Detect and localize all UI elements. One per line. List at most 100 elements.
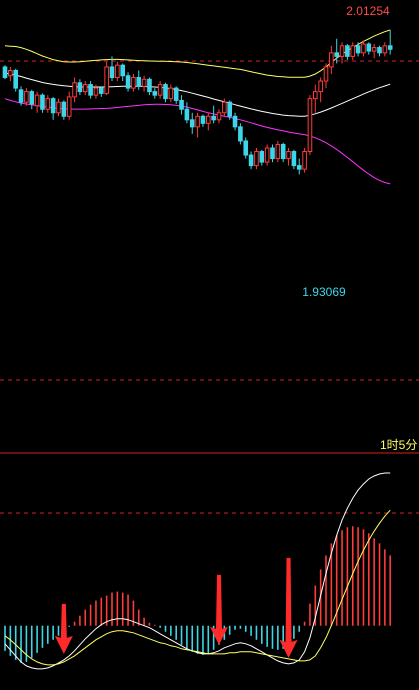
candle-body (104, 66, 109, 94)
candle-body (286, 151, 291, 160)
candle-body (313, 91, 318, 100)
candle-body (334, 52, 339, 57)
candle (345, 44, 350, 60)
low-price-label: 1.93069 (302, 285, 346, 299)
candle-body (238, 126, 243, 142)
candle-body (136, 77, 142, 87)
candle (45, 95, 51, 113)
candle (382, 42, 388, 57)
candle-body (323, 66, 329, 82)
candle-body (355, 45, 361, 54)
candle (377, 45, 382, 57)
candle-body (377, 47, 382, 54)
candle (163, 82, 168, 103)
candle (131, 74, 136, 92)
candle (173, 86, 179, 104)
candle-body (115, 64, 120, 79)
candle-body (189, 119, 195, 128)
candle (179, 95, 184, 115)
candle-body (45, 98, 51, 110)
candle-body (259, 151, 265, 163)
candle-body (248, 154, 254, 167)
candle-body (361, 43, 366, 54)
candle-body (120, 64, 126, 77)
candle-body (50, 98, 56, 114)
candle-body (382, 45, 388, 54)
candle (24, 88, 29, 106)
candle (168, 84, 174, 103)
candle (318, 77, 323, 103)
candle-body (329, 52, 334, 68)
candle (200, 114, 206, 127)
candle-body (29, 91, 35, 105)
candle-body (82, 84, 88, 93)
candle (157, 81, 163, 99)
candle (243, 137, 249, 159)
candle (136, 70, 142, 90)
candle-body (168, 87, 174, 100)
candle (99, 86, 104, 97)
candle-body (350, 45, 356, 57)
candle (355, 42, 361, 57)
candle (307, 95, 313, 156)
candle (286, 148, 291, 166)
candle (254, 148, 259, 170)
candle-body (206, 115, 211, 124)
candle (387, 29, 393, 55)
candle (93, 84, 99, 99)
candle (222, 98, 227, 117)
candle-body (200, 115, 206, 124)
high-price-label: 2.01254 (346, 4, 390, 18)
candle (88, 81, 93, 99)
candle (264, 144, 270, 166)
candle (302, 148, 307, 173)
candle (350, 42, 356, 60)
candle-body (147, 78, 152, 93)
candle-body (157, 84, 163, 96)
candle (152, 88, 158, 99)
candle-body (339, 45, 345, 57)
candle-body (109, 66, 115, 79)
candle (61, 100, 67, 120)
candle-body (8, 69, 13, 77)
candle-body (77, 82, 83, 93)
candle-body (307, 98, 313, 153)
period-label: 1时5分 (380, 438, 417, 452)
candle (216, 109, 222, 124)
candle (66, 91, 72, 120)
candle (270, 144, 275, 163)
candle-body (254, 151, 259, 167)
candle (29, 89, 35, 110)
candle (125, 72, 131, 92)
candle-body (88, 84, 93, 96)
candle-body (318, 80, 323, 93)
candle (371, 44, 377, 59)
candle-body (243, 140, 249, 156)
candle-body (264, 147, 270, 163)
candle-body (163, 84, 168, 100)
candle-body (141, 78, 147, 87)
candle-body (302, 151, 307, 170)
candle-body (56, 101, 61, 114)
candle-body (40, 94, 45, 110)
candle (275, 140, 281, 163)
candle (77, 79, 83, 96)
candle-body (387, 45, 393, 50)
price-panel: 2.01254 1.93069 (0, 4, 419, 381)
candle (296, 158, 302, 175)
candle-body (99, 87, 104, 94)
candle-body (184, 108, 190, 121)
macd-dea-line (4, 509, 391, 666)
candle (115, 61, 120, 82)
macd-dif-line (4, 472, 391, 670)
candle (8, 66, 13, 82)
candle (34, 91, 40, 113)
candle (248, 151, 254, 170)
candle-body (179, 99, 184, 110)
candlesticks (2, 29, 393, 175)
candle-body (232, 115, 238, 128)
macd-lines (4, 472, 391, 670)
candle-body (296, 165, 302, 170)
down-arrow-icon (210, 574, 228, 645)
